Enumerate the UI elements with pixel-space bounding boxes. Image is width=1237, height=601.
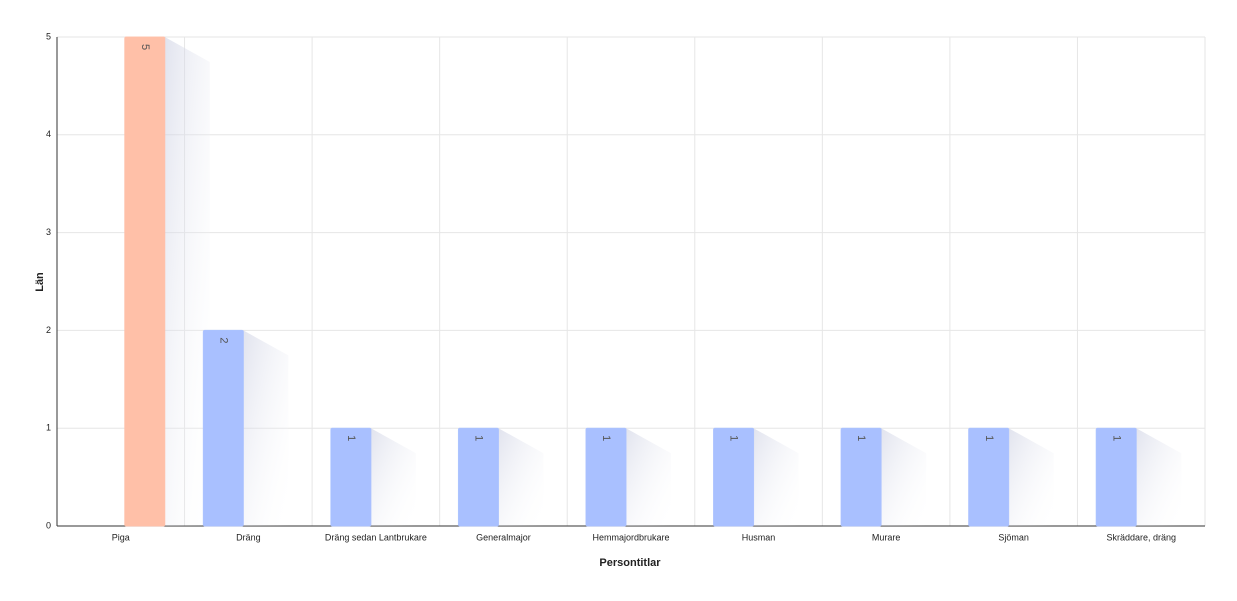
- x-tick-label: Husman: [742, 532, 776, 542]
- bar: [713, 427, 755, 527]
- value-label: 1: [983, 435, 995, 441]
- bar-shadow: [164, 37, 210, 526]
- value-label: 1: [855, 435, 867, 441]
- y-tick-label: 5: [46, 31, 51, 41]
- value-label: 1: [473, 435, 485, 441]
- value-label: 1: [600, 435, 612, 441]
- x-tick-label: Murare: [872, 532, 901, 542]
- value-label: 1: [345, 435, 357, 441]
- bar: [330, 427, 372, 527]
- y-tick-label: 0: [46, 520, 51, 530]
- y-tick-label: 1: [46, 423, 51, 433]
- bar: [124, 36, 166, 527]
- x-tick-label: Sjöman: [998, 532, 1029, 542]
- value-label: 1: [1110, 435, 1122, 441]
- y-tick-label: 4: [46, 129, 51, 139]
- x-tick-label: Dräng sedan Lantbrukare: [325, 532, 427, 542]
- x-tick-label: Hemmajordbrukare: [592, 532, 669, 542]
- value-label: 1: [728, 435, 740, 441]
- bar-shadow: [1136, 428, 1182, 526]
- x-tick-label: Skräddare, dräng: [1106, 532, 1176, 542]
- y-axis-title: Län: [34, 272, 46, 292]
- x-tick-label: Piga: [112, 532, 130, 542]
- bar: [1095, 427, 1137, 527]
- bar: [457, 427, 499, 527]
- bar-shadow: [498, 428, 544, 526]
- bar: [202, 329, 244, 527]
- bar-shadow: [243, 330, 289, 526]
- value-label: 5: [139, 44, 151, 50]
- x-axis-title: Persontitlar: [599, 557, 661, 569]
- y-tick-label: 2: [46, 325, 51, 335]
- bar-shadow: [370, 428, 416, 526]
- bar: [968, 427, 1010, 527]
- bar-shadow: [881, 428, 927, 526]
- bar-shadow: [1008, 428, 1054, 526]
- x-tick-label: Dräng: [236, 532, 261, 542]
- y-tick-label: 3: [46, 227, 51, 237]
- bar: [840, 427, 882, 527]
- bar-shadow: [626, 428, 671, 526]
- value-label: 2: [217, 337, 229, 343]
- bar-shadow: [753, 428, 799, 526]
- x-tick-label: Generalmajor: [476, 532, 531, 542]
- bar: [585, 427, 627, 527]
